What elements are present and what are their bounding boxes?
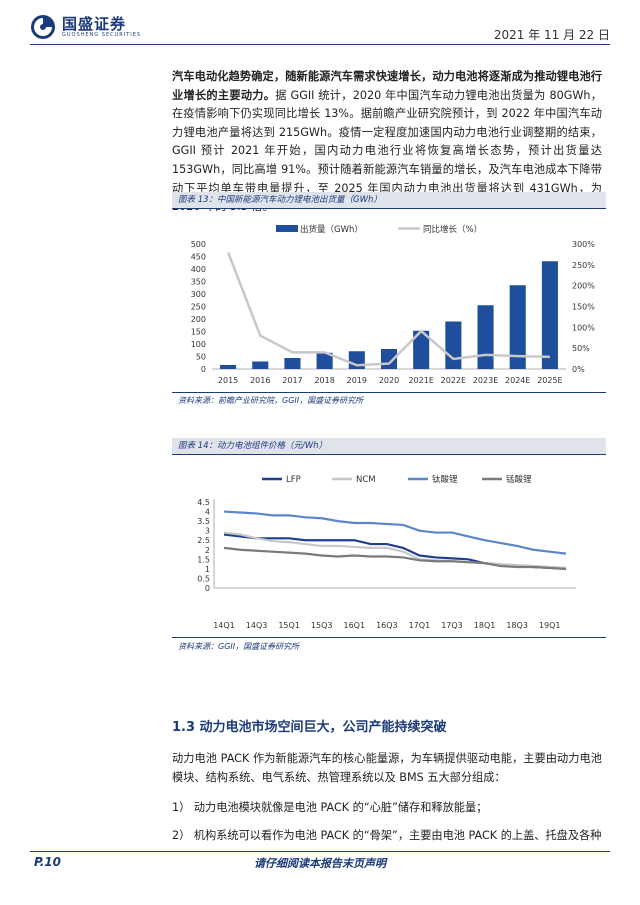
- y-tick-label: 50: [196, 353, 206, 362]
- y-tick-label: 3.5: [197, 517, 210, 526]
- x-tick-label: 16Q1: [343, 621, 365, 630]
- legend-label-growth: 同比增长（%）: [423, 224, 482, 235]
- figure-13-title: 图表 13：中国新能源汽车动力锂电池出货量（GWh）: [172, 192, 606, 208]
- y-tick-label: 0: [201, 365, 206, 374]
- x-tick-label: 2022E: [441, 376, 466, 385]
- x-tick-label: 2019: [347, 376, 367, 385]
- x-tick-label: 2017: [282, 376, 302, 385]
- y-tick-label: 350: [191, 278, 206, 287]
- x-tick-label: 16Q3: [376, 621, 398, 630]
- bar-2018: [316, 352, 333, 369]
- price-chart: LFP NCM 钛酸锂 锰酸锂 00.511.522.533.544.5 14Q1 14Q3…: [197, 474, 576, 630]
- y-tick-label: 4: [205, 508, 210, 517]
- growth-line: [226, 251, 550, 367]
- figure-13-source: 资料来源：前瞻产业研究院，GGII，国盛证券研究所: [178, 396, 364, 405]
- y-tick-label: 2: [205, 546, 210, 555]
- y-tick-label: 150: [191, 328, 206, 337]
- figure-14-title: 图表 14：动力电池组件价格（元/Wh）: [172, 438, 606, 454]
- x-tick-label: 2023E: [473, 376, 498, 385]
- y2-tick-label: 250%: [572, 261, 595, 270]
- list-item-1: 1） 动力电池模块就像是电池 PACK 的“心脏”储存和释放能量；: [172, 801, 488, 814]
- x-tick-label: 2018: [314, 376, 334, 385]
- y2-tick-label: 100%: [572, 323, 595, 332]
- bar-2015: [220, 365, 237, 369]
- footer-disclaimer: 请仔细阅读本报告末页声明: [254, 857, 386, 870]
- intro-body: 据 GGII 统计，2020 年中国汽车动力锂电池出货量为 80GWh，在疫情影…: [172, 88, 602, 214]
- page-number: P.10: [34, 855, 61, 869]
- x-tick-label: 17Q1: [409, 621, 431, 630]
- x-tick-label: 17Q3: [441, 621, 463, 630]
- bar-2023E: [477, 305, 494, 369]
- footer-divider: [30, 851, 610, 852]
- y-tick-label: 0: [205, 584, 210, 593]
- legend-swatch-shipment: [276, 225, 298, 232]
- y2-tick-label: 300%: [572, 240, 595, 249]
- shipment-chart: 出货量（GWh） 同比增长（%） 0 50 100 150 200 250 300 350 400 4…: [191, 224, 596, 385]
- x-tick-label: 14Q1: [213, 621, 235, 630]
- y-tick-label: 100: [191, 340, 206, 349]
- bar-2016: [252, 361, 269, 369]
- figure-14-source: 资料来源：GGII，国盛证券研究所: [178, 642, 300, 651]
- header-divider: [30, 44, 610, 45]
- logo-chinese: 国盛证券: [62, 14, 127, 33]
- legend-label-2: 钛酸锂: [432, 474, 458, 485]
- x-tick-label: 2020: [379, 376, 399, 385]
- y-tick-label: 0.5: [197, 574, 210, 583]
- pack-paragraph: 动力电池 PACK 作为新能源汽车的核心能量源，为车辆提供驱动电能，主要由动力电…: [172, 752, 602, 784]
- page-header: 国盛证券 GUOSHENG SECURITIES 2021 年 11 月 22 …: [0, 0, 640, 52]
- logo-icon: [31, 15, 55, 39]
- x-tick-label: 19Q1: [539, 621, 561, 630]
- legend-label-1: NCM: [356, 475, 376, 485]
- legend-label-shipment: 出货量（GWh）: [300, 224, 363, 235]
- x-tick-label: 2021E: [408, 376, 433, 385]
- y2-tick-label: 150%: [572, 303, 595, 312]
- x-tick-label: 18Q3: [506, 621, 528, 630]
- x-tick-label: 18Q1: [474, 621, 496, 630]
- y-tick-label: 2.5: [197, 536, 210, 545]
- y-tick-label: 4.5: [197, 498, 210, 507]
- bar-2017: [284, 358, 301, 369]
- figure-14-bottom-rule: [172, 637, 606, 638]
- x-tick-label: 2025E: [537, 376, 562, 385]
- section-heading: 1.3 动力电池市场空间巨大，公司产能持续突破: [172, 720, 447, 735]
- report-date: 2021 年 11 月 22 日: [493, 28, 610, 42]
- bar-2025E: [541, 261, 558, 369]
- y-tick-label: 3: [205, 527, 210, 536]
- list-item-2: 2） 机构系统可以看作为电池 PACK 的“骨架”，主要由电池 PACK 的上盖…: [172, 829, 602, 842]
- y2-tick-label: 0%: [572, 365, 585, 374]
- legend-label-0: LFP: [286, 475, 301, 485]
- x-tick-label: 2016: [250, 376, 270, 385]
- y-tick-label: 400: [191, 265, 206, 274]
- figure-14-top-rule: [172, 454, 606, 455]
- y2-tick-label: 50%: [572, 344, 590, 353]
- x-tick-label: 2024E: [505, 376, 530, 385]
- y-tick-label: 250: [191, 303, 206, 312]
- intro-bold-lead: 汽车电动化趋势确定，随新能源汽车需求快速增长，动力电池将逐渐成为推动锂电池行业增…: [172, 70, 602, 102]
- x-tick-label: 2015: [218, 376, 238, 385]
- y-tick-label: 1: [205, 565, 210, 574]
- y2-tick-label: 200%: [572, 282, 595, 291]
- x-tick-label: 15Q3: [311, 621, 333, 630]
- y-tick-label: 200: [191, 315, 206, 324]
- company-logo: 国盛证券 GUOSHENG SECURITIES: [30, 14, 141, 40]
- y-tick-label: 300: [191, 290, 206, 299]
- x-tick-label: 14Q3: [246, 621, 268, 630]
- series-line-2: [223, 510, 567, 555]
- series-line-3: [223, 546, 567, 570]
- y-tick-label: 500: [191, 240, 206, 249]
- y-tick-label: 1.5: [197, 555, 210, 564]
- y-tick-label: 450: [191, 253, 206, 262]
- bar-2021E: [413, 330, 430, 369]
- logo-english: GUOSHENG SECURITIES: [62, 31, 142, 38]
- bar-2024E: [509, 285, 526, 369]
- figure-13-bottom-rule: [172, 392, 606, 393]
- series-line-1: [223, 531, 567, 570]
- legend-label-3: 锰酸锂: [506, 474, 532, 485]
- figure-13-top-rule: [172, 208, 606, 209]
- x-tick-label: 15Q1: [278, 621, 300, 630]
- intro-paragraph: 汽车电动化趋势确定，随新能源汽车需求快速增长，动力电池将逐渐成为推动锂电池行业增…: [172, 68, 602, 217]
- bar-2022E: [445, 321, 462, 369]
